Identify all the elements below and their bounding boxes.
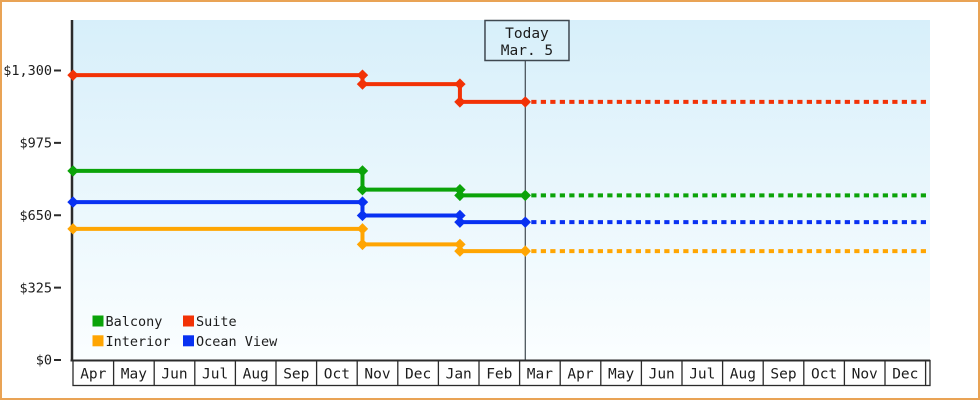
legend-label-ocean-view: Ocean View [196,334,278,350]
series-marker-suite [356,69,369,81]
series-line-balcony [73,168,526,198]
series-marker-suite [454,78,466,90]
y-axis-tick-label: $1,300 [3,63,52,79]
month-cell-label: Dec [405,367,431,383]
month-cell-label: Jul [202,367,228,383]
series-line-suite [73,73,526,104]
legend-label-suite: Suite [196,314,237,330]
month-cell-label: May [121,367,147,383]
series-marker-interior [356,238,369,251]
month-cell-label: Apr [80,367,106,383]
series-marker-balcony [356,165,369,177]
series-marker-interior [454,245,466,257]
month-cell-label: Jun [649,367,675,383]
month-cell-label: Aug [243,367,269,383]
month-cell-label: Jul [689,367,715,383]
series-marker-ocean-view [356,209,369,222]
y-axis-tick-label: $975 [19,136,52,152]
series-marker-suite [519,96,531,108]
month-cell-label: Nov [364,367,390,383]
legend-label-interior: Interior [106,334,171,350]
month-cell-label: Mar [527,367,553,383]
series-marker-balcony [454,183,466,196]
series-line-interior [73,226,526,254]
series-marker-interior [356,223,369,235]
month-cell-label: Aug [730,367,756,383]
series-marker-balcony [356,183,369,196]
y-axis-tick-label: $0 [36,353,52,369]
series-marker-interior [519,245,531,257]
series-line-ocean-view [73,200,526,225]
month-cell-label: Oct [811,367,837,383]
legend-label-balcony: Balcony [106,314,163,330]
series-marker-balcony [454,189,466,202]
today-label-line2: Mar. 5 [501,43,553,59]
month-cell-label: Sep [770,367,796,383]
today-label-line1: Today [505,26,549,42]
month-cell-label: Oct [324,367,350,383]
month-strip [72,359,931,387]
series-marker-ocean-view [356,196,369,208]
series-marker-interior [67,223,79,235]
month-cell-label: Dec [892,367,918,383]
plot-background [73,20,930,360]
series-marker-interior [454,238,466,251]
month-cell-label: Sep [283,367,309,383]
series-marker-ocean-view [519,216,531,228]
month-cell-label: Feb [486,367,512,383]
series-marker-ocean-view [454,209,466,222]
series-marker-balcony [519,189,531,202]
month-cell-label: Nov [852,367,878,383]
month-cell-label: Jun [161,367,187,383]
legend-swatch-ocean-view [183,335,194,347]
y-axis-tick-label: $650 [19,208,52,224]
legend-swatch-suite [183,315,194,327]
series-marker-ocean-view [454,216,466,228]
series-marker-suite [356,78,369,90]
month-cell-label: Apr [567,367,593,383]
month-cell-label: Jan [446,367,472,383]
series-marker-suite [454,96,466,108]
series-marker-balcony [67,165,79,177]
month-cell-label: May [608,367,634,383]
y-axis-tick-label: $325 [19,280,52,296]
legend-swatch-balcony [92,315,104,327]
legend-swatch-interior [92,335,104,347]
series-marker-suite [67,69,79,81]
today-box [484,19,570,62]
series-marker-ocean-view [67,196,79,208]
